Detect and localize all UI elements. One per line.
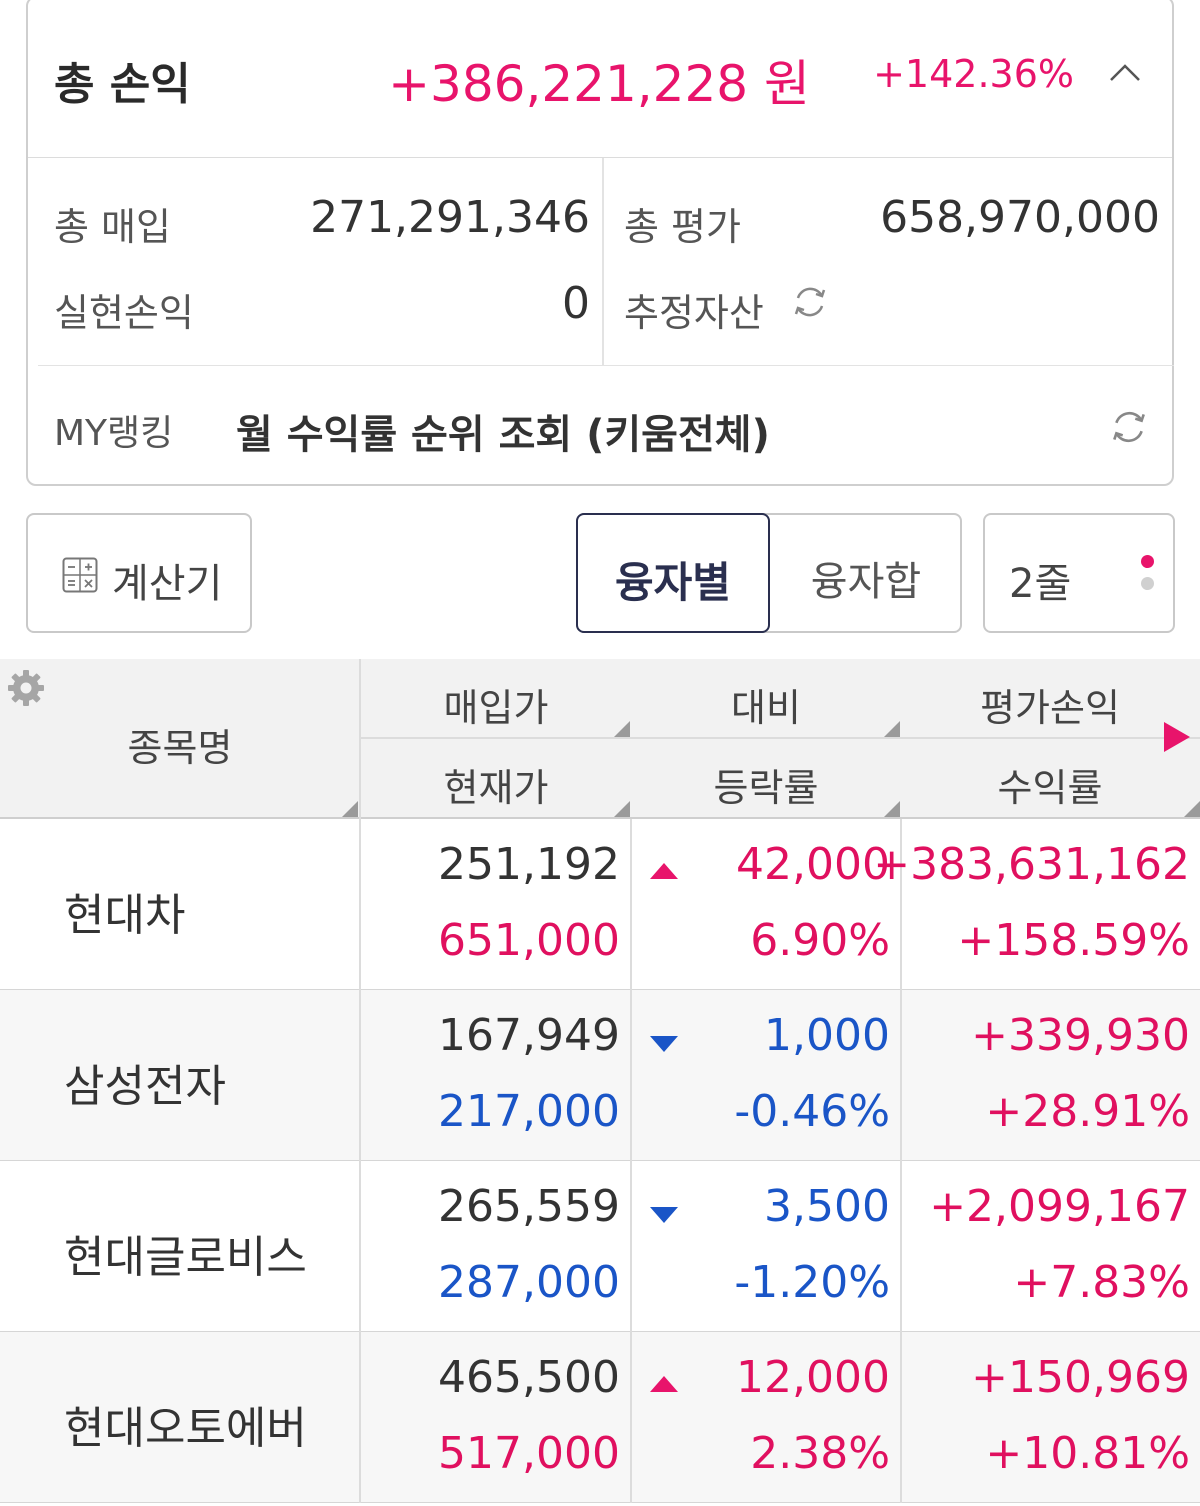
triangle-up-icon	[650, 863, 678, 879]
header-purchase-price[interactable]: 매입가	[443, 686, 549, 730]
pl-summary-card: 총 손익 +386,221,228 원 +142.36% 총 매입 271,29…	[26, 0, 1174, 486]
row-lines-label: 2줄	[1009, 561, 1072, 607]
page-dot	[1141, 577, 1154, 590]
chevron-up-icon[interactable]	[1108, 56, 1142, 90]
realized-pl-value: 0	[562, 278, 590, 329]
calculator-button[interactable]: 계산기	[26, 513, 252, 633]
column-divider	[359, 819, 361, 990]
header-stock-name[interactable]: 종목명	[127, 726, 233, 770]
stock-name[interactable]: 삼성전자	[64, 1061, 226, 1112]
refresh-icon[interactable]	[790, 282, 830, 322]
change-rate: -0.46%	[734, 1086, 890, 1137]
column-divider	[630, 1161, 632, 1332]
header-change-rate[interactable]: 등락률	[713, 766, 819, 810]
current-price: 651,000	[438, 915, 620, 966]
summary-grid: 총 매입 271,291,346 총 평가 658,970,000 실현손익 0…	[38, 158, 1174, 366]
stock-name[interactable]: 현대글로비스	[64, 1232, 307, 1283]
price-change: 1,000	[764, 1010, 890, 1061]
return-rate: +7.83%	[1013, 1257, 1190, 1308]
header-divider	[359, 659, 361, 819]
return-rate: +158.59%	[957, 915, 1190, 966]
current-price: 287,000	[438, 1257, 620, 1308]
price-change: 3,500	[764, 1181, 890, 1232]
sort-indicator-icon	[614, 721, 630, 737]
my-ranking-label: MY랭킹	[54, 413, 174, 454]
gear-icon[interactable]	[6, 668, 46, 708]
current-price: 217,000	[438, 1086, 620, 1137]
stock-name[interactable]: 현대차	[64, 890, 186, 941]
column-divider	[900, 819, 902, 990]
purchase-price: 465,500	[438, 1352, 620, 1403]
total-purchase-label: 총 매입	[54, 205, 171, 249]
triangle-down-icon	[650, 1036, 678, 1052]
price-change: 42,000	[736, 839, 890, 890]
table-row[interactable]: 현대오토에버 465,500 517,000 12,000 2.38% +150,969 +…	[0, 1332, 1200, 1503]
sort-indicator-icon	[614, 801, 630, 817]
current-price: 517,000	[438, 1428, 620, 1479]
header-row-divider	[360, 737, 1200, 739]
triangle-up-icon	[650, 1376, 678, 1392]
sort-indicator-icon	[1184, 801, 1200, 817]
change-rate: 2.38%	[750, 1428, 890, 1479]
table-row[interactable]: 삼성전자 167,949 217,000 1,000 -0.46% +339,930 +28…	[0, 990, 1200, 1161]
column-divider	[359, 1161, 361, 1332]
eval-pl: +383,631,162	[873, 839, 1190, 890]
table-row[interactable]: 현대글로비스 265,559 287,000 3,500 -1.20% +2,099,16…	[0, 1161, 1200, 1332]
header-change[interactable]: 대비	[731, 686, 801, 730]
sort-indicator-icon	[342, 801, 358, 817]
header-current-price[interactable]: 현재가	[443, 766, 549, 810]
change-rate: -1.20%	[734, 1257, 890, 1308]
purchase-price: 265,559	[438, 1181, 620, 1232]
calculator-icon	[62, 557, 98, 593]
column-divider	[359, 990, 361, 1161]
column-divider	[630, 819, 632, 990]
price-change: 12,000	[736, 1352, 890, 1403]
column-divider	[900, 990, 902, 1161]
column-divider	[900, 1332, 902, 1503]
purchase-price: 251,192	[438, 839, 620, 890]
row-lines-toggle[interactable]: 2줄	[983, 513, 1175, 633]
header-eval-pl[interactable]: 평가손익	[980, 686, 1120, 730]
header-return-rate[interactable]: 수익률	[997, 766, 1103, 810]
total-pl-rate: +142.36%	[873, 52, 1074, 96]
tab-by-loan-label: 융자별	[615, 558, 731, 607]
total-purchase-value: 271,291,346	[310, 192, 590, 243]
est-assets-label: 추정자산	[624, 291, 764, 335]
realized-pl-label: 실현손익	[54, 291, 194, 335]
total-pl-label: 총 손익	[54, 59, 191, 110]
tab-by-loan[interactable]: 융자별	[576, 513, 770, 633]
change-rate: 6.90%	[750, 915, 890, 966]
holdings-table-header: 종목명 매입가 대비 평가손익 현재가 등락률 수익률	[0, 659, 1200, 819]
column-divider	[630, 1332, 632, 1503]
total-eval-label: 총 평가	[624, 205, 741, 249]
return-rate: +10.81%	[985, 1428, 1190, 1479]
scroll-right-icon[interactable]	[1164, 722, 1190, 752]
column-divider	[359, 1332, 361, 1503]
eval-pl: +2,099,167	[929, 1181, 1190, 1232]
sort-indicator-icon	[884, 801, 900, 817]
column-divider	[900, 1161, 902, 1332]
total-eval-value: 658,970,000	[880, 192, 1160, 243]
loan-view-segmented-control: 융자별 융자합	[576, 513, 962, 633]
sort-indicator-icon	[884, 721, 900, 737]
total-pl-amount: +386,221,228 원	[388, 55, 810, 113]
ranking-refresh-icon[interactable]	[1108, 406, 1150, 448]
calculator-label: 계산기	[112, 561, 223, 607]
stock-name[interactable]: 현대오토에버	[64, 1403, 307, 1454]
purchase-price: 167,949	[438, 1010, 620, 1061]
monthly-ranking-link[interactable]: 월 수익률 순위 조회 (키움전체)	[236, 412, 770, 458]
eval-pl: +150,969	[971, 1352, 1190, 1403]
grid-divider	[602, 158, 604, 366]
return-rate: +28.91%	[985, 1086, 1190, 1137]
total-pl-row[interactable]: 총 손익 +386,221,228 원 +142.36%	[28, 0, 1172, 158]
page-dot-active	[1141, 555, 1154, 568]
triangle-down-icon	[650, 1207, 678, 1223]
column-divider	[630, 990, 632, 1161]
table-row[interactable]: 현대차 251,192 651,000 42,000 6.90% +383,631,162…	[0, 819, 1200, 990]
eval-pl: +339,930	[971, 1010, 1190, 1061]
tab-loan-sum[interactable]: 융자합	[810, 559, 922, 605]
